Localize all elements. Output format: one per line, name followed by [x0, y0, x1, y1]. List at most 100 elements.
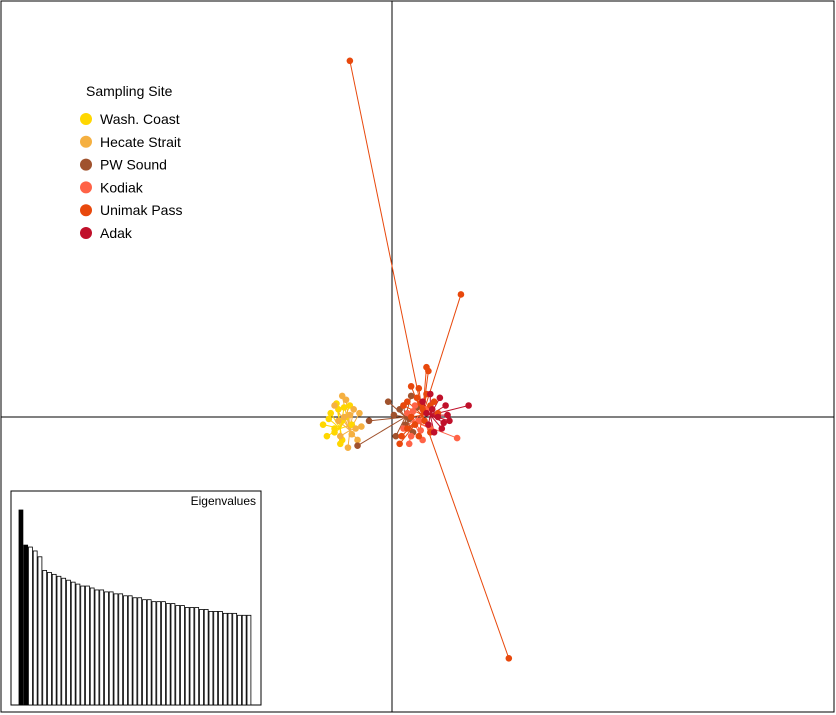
point-adak-8: [423, 409, 430, 417]
point-wash-coast-2: [327, 409, 335, 417]
eigenvalue-bar-23: [123, 595, 128, 706]
point-adak-10: [440, 419, 448, 427]
legend-swatch-kodiak: [80, 181, 92, 194]
legend-swatch-pw-sound: [80, 158, 92, 171]
point-unimak-pass-0: [346, 57, 354, 65]
point-adak-2: [434, 413, 442, 421]
eigenvalue-bar-6: [42, 570, 48, 706]
legend-label-unimak-pass: Unimak Pass: [100, 202, 182, 218]
eigenvalue-bar-38: [194, 607, 200, 706]
segment-pw-sound-7: [357, 416, 406, 447]
eigenvalue-bar-7: [47, 572, 52, 706]
eigenvalue-bar-9: [56, 575, 62, 706]
point-adak-1: [427, 390, 434, 398]
segment-unimak-pass-18: [422, 414, 510, 659]
eigenvalue-bar-20: [108, 591, 114, 706]
point-unimak-pass-15: [407, 413, 415, 421]
legend-label-wash-coast: Wash. Coast: [100, 111, 180, 127]
point-kodiak-9: [409, 407, 417, 415]
point-kodiak-3: [411, 402, 419, 409]
eigenvalue-bar-19: [104, 591, 109, 706]
point-unimak-pass-14: [415, 432, 423, 440]
eigenvalue-bar-21: [113, 593, 119, 706]
eigenvalue-bar-13: [75, 583, 81, 706]
point-adak-3: [438, 425, 446, 432]
eigenvalue-bar-18: [99, 589, 105, 706]
eigenvalue-bar-35: [180, 605, 185, 706]
point-kodiak-10: [417, 427, 425, 434]
eigenvalue-bar-42: [213, 611, 219, 706]
eigenvalue-bar-31: [161, 601, 166, 706]
segment-pw-sound-2: [395, 416, 406, 437]
eigenvalue-bar-22: [118, 593, 124, 706]
eigenvalue-bar-11: [66, 579, 71, 706]
eigenvalue-bar-24: [127, 595, 133, 706]
point-wash-coast-1: [323, 432, 331, 440]
point-unimak-pass-19: [413, 394, 421, 402]
eigenvalue-bar-37: [189, 607, 195, 706]
point-adak-7: [430, 429, 438, 436]
eigenvalue-bar-43: [218, 611, 223, 706]
point-unimak-pass-10: [396, 440, 403, 448]
point-hecate-strait-5: [352, 425, 359, 432]
point-pw-sound-11: [390, 411, 398, 419]
point-hecate-strait-6: [356, 409, 363, 417]
legend-label-hecate-strait: Hecate Strait: [100, 134, 181, 150]
point-pw-sound-2: [392, 432, 400, 440]
point-unimak-pass-4: [415, 384, 423, 392]
eigenvalue-bar-4: [32, 550, 38, 706]
eigenvalue-bar-5: [37, 556, 43, 706]
point-pw-sound-5: [407, 392, 415, 400]
point-wash-coast-14: [336, 440, 344, 448]
eigenvalue-bar-17: [94, 589, 100, 706]
eigenvalue-bar-14: [80, 585, 86, 706]
scatter-points: [319, 57, 513, 662]
eigenvalue-bar-46: [232, 612, 238, 706]
point-unimak-pass-6: [407, 383, 415, 390]
eigenvalue-bar-16: [89, 587, 95, 706]
point-pw-sound-0: [365, 417, 373, 425]
point-hecate-strait-4: [350, 406, 358, 413]
legend-label-pw-sound: PW Sound: [100, 157, 167, 173]
segment-pw-sound-0: [368, 416, 406, 422]
eigenvalue-bar-29: [151, 601, 157, 706]
point-wash-coast-13: [340, 404, 348, 411]
point-wash-coast-12: [325, 415, 333, 423]
eigenvalue-bar-34: [175, 605, 181, 706]
legend-entries: Wash. Coast Hecate Strait PW Sound Kodiak Un…: [80, 111, 182, 241]
point-pw-sound-1: [384, 398, 392, 405]
point-unimak-pass-1: [457, 291, 465, 298]
point-hecate-strait-8: [354, 436, 361, 444]
legend-swatch-hecate-strait: [80, 135, 92, 148]
point-kodiak-2: [407, 432, 415, 440]
eigenvalue-bar-1: [18, 509, 24, 706]
eigenvalue-bar-33: [170, 603, 176, 706]
point-adak-6: [465, 402, 472, 409]
point-hecate-strait-13: [348, 430, 356, 438]
point-unimak-pass-3: [425, 367, 432, 375]
eigenvalue-bar-30: [156, 601, 162, 706]
eigenvalue-bar-40: [203, 609, 209, 706]
eigenvalue-bar-10: [61, 577, 67, 706]
point-kodiak-11: [405, 440, 413, 448]
eigenvalue-bar-28: [146, 599, 152, 706]
legend-swatch-unimak-pass: [80, 204, 92, 217]
point-hecate-strait-11: [338, 392, 346, 400]
eigenvalue-bar-8: [51, 573, 57, 706]
eigenvalue-bar-12: [70, 581, 76, 706]
eigenvalue-bar-2: [23, 544, 29, 706]
point-unimak-pass-11: [400, 402, 407, 409]
point-unimak-pass-7: [411, 421, 419, 428]
eigenvalue-bar-41: [208, 611, 214, 706]
point-hecate-strait-0: [331, 402, 338, 409]
legend-swatch-adak: [80, 227, 92, 239]
point-wash-coast-8: [331, 429, 338, 436]
point-adak-13: [425, 421, 432, 428]
point-unimak-pass-16: [404, 425, 411, 432]
point-adak-9: [436, 394, 444, 402]
point-hecate-strait-1: [336, 432, 344, 440]
eigenvalue-bar-25: [132, 597, 138, 706]
eigenvalue-bar-47: [237, 614, 242, 706]
eigenvalues-inset: Eigenvalues: [10, 490, 262, 706]
point-hecate-strait-2: [340, 413, 348, 421]
